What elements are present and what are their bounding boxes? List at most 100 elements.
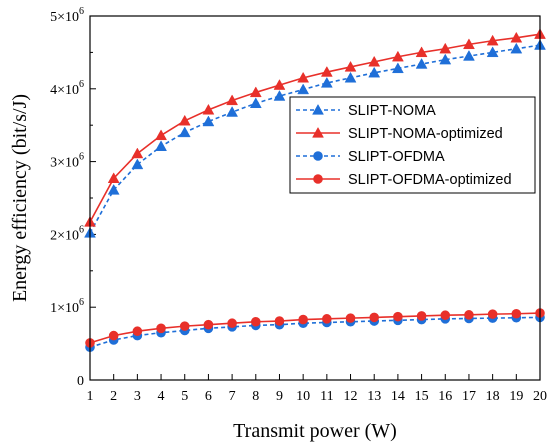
x-tick-label: 16: [438, 389, 452, 404]
data-point: [156, 323, 166, 334]
x-tick-label: 11: [320, 389, 333, 404]
data-point: [226, 106, 239, 117]
series-line: [89, 33, 541, 223]
series-slipt-noma: [84, 39, 546, 238]
x-axis-ticks: 1 2 3 4 5 6 7 8 9 10 11 12 13 14 15 16 17 18 19 20: [87, 374, 547, 404]
x-tick-label: 10: [296, 389, 310, 404]
data-point: [131, 158, 144, 170]
x-tick-label: 14: [391, 389, 405, 404]
data-point: [273, 90, 286, 101]
x-axis-title: Transmit power (W): [233, 420, 397, 442]
y-axis-ticks: 0 1×106 2×106 3×106 4×106 5×106: [50, 6, 96, 389]
data-point: [249, 97, 262, 109]
data-point: [440, 310, 451, 321]
data-point: [155, 140, 167, 151]
legend-marker: [312, 103, 324, 115]
data-point: [155, 129, 167, 141]
x-tick-label: 17: [462, 389, 476, 404]
x-tick-label: 19: [509, 389, 523, 404]
legend-label: SLIPT-NOMA-optimized: [348, 126, 503, 142]
x-tick-label: 4: [158, 389, 165, 404]
legend-marker: [312, 126, 324, 138]
data-point: [250, 316, 261, 327]
legend-label: SLIPT-OFDMA: [348, 149, 445, 165]
data-point: [439, 53, 452, 65]
legend-box: [289, 96, 536, 194]
series-layer: [84, 28, 546, 353]
data-point: [486, 34, 499, 46]
data-point: [178, 114, 191, 126]
series-line: [89, 316, 541, 349]
x-tick-label: 20: [533, 389, 547, 404]
series-slipt-ofdma-optimized: [85, 308, 545, 348]
y-tick-label: 2×106: [50, 224, 84, 243]
x-tick-label: 7: [229, 389, 236, 404]
y-tick-label: 3×106: [50, 152, 84, 171]
data-point: [249, 86, 262, 98]
y-axis-title: Energy efficiency (bit/s/J): [9, 94, 31, 302]
legend: SLIPT-NOMA SLIPT-NOMA-optimized SLIPT-OFDM…: [289, 96, 536, 194]
data-point: [274, 316, 285, 326]
data-point: [510, 42, 523, 54]
x-tick-label: 15: [415, 389, 429, 404]
data-point: [108, 330, 119, 341]
data-point: [131, 147, 144, 159]
data-point: [463, 38, 475, 50]
data-point: [439, 42, 452, 54]
data-point: [369, 312, 380, 323]
data-point: [298, 314, 308, 325]
x-tick-label: 8: [252, 389, 259, 404]
data-point: [345, 313, 356, 323]
data-point: [464, 310, 474, 320]
data-point: [178, 126, 191, 138]
data-point: [415, 46, 428, 58]
y-tick-label: 0: [77, 374, 84, 389]
data-point: [344, 60, 357, 72]
data-point: [107, 183, 120, 195]
legend-label: SLIPT-OFDMA-optimized: [348, 172, 512, 188]
y-tick-label: 4×106: [50, 79, 84, 98]
data-point: [391, 62, 404, 74]
x-tick-label: 3: [134, 389, 141, 404]
x-tick-label: 18: [486, 389, 500, 404]
x-tick-label: 12: [344, 389, 358, 404]
y-tick-label: 1×106: [50, 297, 84, 316]
data-point: [297, 71, 310, 83]
data-point: [368, 55, 381, 67]
data-point: [202, 115, 215, 127]
x-tick-label: 5: [181, 389, 188, 404]
data-point: [463, 50, 475, 61]
data-point: [416, 311, 427, 321]
data-point: [107, 172, 120, 183]
data-point: [273, 79, 286, 90]
data-point: [510, 31, 523, 43]
x-tick-label: 1: [87, 389, 94, 404]
data-point: [511, 308, 522, 319]
data-point: [486, 46, 499, 58]
data-point: [297, 83, 310, 95]
data-point: [226, 94, 239, 106]
series-slipt-noma-optimized: [84, 28, 546, 227]
x-tick-label: 9: [276, 389, 283, 404]
data-point: [179, 321, 190, 331]
data-point: [487, 309, 498, 319]
data-point: [368, 66, 381, 78]
x-tick-label: 2: [110, 389, 117, 404]
data-point: [202, 103, 215, 115]
data-point: [132, 326, 143, 337]
data-point: [322, 314, 332, 324]
data-point: [344, 71, 357, 83]
data-point: [320, 76, 333, 88]
data-point: [415, 58, 428, 69]
legend-marker: [313, 174, 323, 184]
data-point: [227, 318, 237, 329]
x-tick-label: 13: [367, 389, 381, 404]
x-tick-label: 6: [205, 389, 212, 404]
data-point: [391, 50, 404, 62]
y-tick-label: 5×106: [50, 6, 84, 25]
legend-marker: [313, 151, 323, 161]
data-point: [203, 319, 214, 330]
legend-label: SLIPT-NOMA: [348, 103, 436, 119]
data-point: [320, 66, 333, 77]
